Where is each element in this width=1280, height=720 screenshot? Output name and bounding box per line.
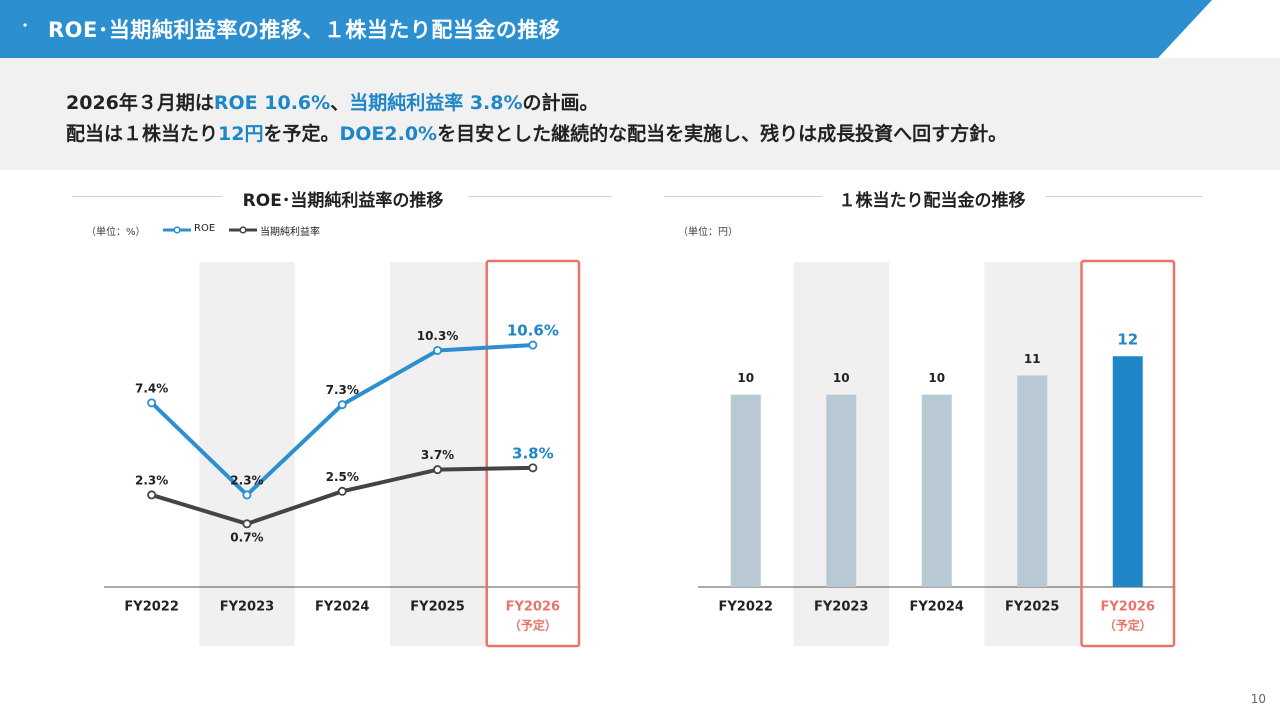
forecast-highlight-box	[485, 259, 581, 648]
dividend-bar	[1112, 356, 1143, 587]
net-margin-point	[242, 519, 252, 529]
compass-star-icon	[3, 3, 47, 47]
roe-point	[528, 340, 538, 350]
net-margin-point	[433, 465, 443, 475]
chart-title-roe: ROE･当期純利益率の推移	[242, 191, 444, 211]
net-margin-point	[147, 490, 157, 500]
bar-value-label: 12	[1117, 331, 1138, 349]
x-tick-label: FY2026	[506, 600, 560, 615]
summary-highlight-margin: 当期純利益率 3.8%	[349, 92, 523, 114]
roe-point	[433, 345, 443, 355]
summary-text: の計画。	[522, 92, 599, 114]
net-margin-data-label: 0.7%	[230, 530, 263, 544]
x-tick-label: FY2023	[220, 600, 274, 615]
summary-text: 2026年３月期は	[66, 92, 214, 114]
title-rule	[664, 196, 822, 197]
x-tick-note: （予定）	[1104, 618, 1152, 633]
roe-data-label: 2.3%	[230, 473, 263, 487]
roe-point	[337, 400, 347, 410]
bar-value-label: 10	[833, 371, 850, 385]
roe-data-label: 10.6%	[507, 322, 559, 340]
net-margin-data-label: 2.3%	[135, 473, 168, 487]
summary-text: を予定。	[263, 123, 340, 145]
net-margin-data-label: 3.8%	[512, 444, 554, 462]
x-tick-label: FY2023	[814, 600, 868, 615]
x-tick-label: FY2025	[410, 600, 464, 615]
summary-text: 配当は１株当たり	[66, 123, 219, 145]
legend-label-margin: 当期純利益率	[260, 227, 320, 238]
roe-data-label: 7.4%	[135, 381, 168, 395]
header-bar: ROE･当期純利益率の推移、１株当たり配当金の推移	[0, 0, 1280, 58]
x-tick-label: FY2024	[910, 600, 964, 615]
legend-label-roe: ROE	[194, 223, 216, 234]
unit-label-left: （単位：%）	[86, 227, 146, 238]
shaded-band	[389, 262, 486, 646]
page-title: ROE･当期純利益率の推移、１株当たり配当金の推移	[48, 18, 561, 42]
chart-title-dividend: １株当たり配当金の推移	[838, 191, 1026, 211]
unit-label-right: （単位：円）	[678, 227, 738, 238]
header-background	[0, 0, 1212, 58]
x-tick-label: FY2025	[1005, 600, 1059, 615]
legend-line-roe-icon	[163, 226, 191, 234]
summary-line-2: 配当は１株当たり12円を予定。DOE2.0%を目安とした継続的な配当を実施し、残…	[66, 119, 1007, 146]
title-rule	[72, 196, 222, 197]
net-margin-point	[337, 486, 347, 496]
x-tick-label: FY2022	[124, 600, 178, 615]
summary-highlight-dividend: 12円	[218, 123, 264, 145]
x-tick-label: FY2024	[315, 600, 369, 615]
bar-value-label: 11	[1024, 352, 1041, 366]
roe-data-label: 10.3%	[417, 329, 459, 343]
x-tick-note: （予定）	[509, 618, 557, 633]
roe-data-label: 7.3%	[326, 383, 359, 397]
summary-text: 、	[330, 92, 350, 114]
net-margin-point	[528, 463, 538, 473]
title-rule	[1046, 196, 1202, 197]
bar-value-label: 10	[928, 371, 945, 385]
x-tick-label: FY2022	[719, 600, 773, 615]
net-margin-data-label: 3.7%	[421, 448, 454, 462]
dividend-bar	[730, 394, 761, 587]
dividend-bar	[1017, 375, 1048, 587]
dividend-bar	[826, 394, 857, 587]
legend-line-margin-icon	[229, 226, 257, 234]
forecast-highlight-box	[1080, 259, 1176, 648]
dividend-bar	[921, 394, 952, 587]
summary-text: を目安とした継続的な配当を実施し、残りは成長投資へ回す方針。	[437, 123, 1008, 145]
page-number: 10	[1250, 692, 1266, 706]
summary-panel: 2026年３月期はROE 10.6%、当期純利益率 3.8%の計画。 配当は１株…	[0, 58, 1280, 170]
summary-line-1: 2026年３月期はROE 10.6%、当期純利益率 3.8%の計画。	[66, 88, 599, 115]
bar-value-label: 10	[737, 371, 754, 385]
title-rule	[468, 196, 612, 197]
summary-highlight-doe: DOE2.0%	[339, 123, 438, 145]
shaded-band	[199, 262, 295, 646]
roe-margin-line-chart: 7.4% 2.3% 7.3% 10.3% 10.6% 2.3% 0.7% 2.5% 3.7% 3.…	[104, 259, 581, 648]
roe-point	[147, 398, 157, 408]
x-tick-label: FY2026	[1101, 600, 1155, 615]
net-margin-data-label: 2.5%	[326, 470, 359, 484]
summary-highlight-roe: ROE 10.6%	[213, 92, 331, 114]
roe-point	[242, 490, 252, 500]
